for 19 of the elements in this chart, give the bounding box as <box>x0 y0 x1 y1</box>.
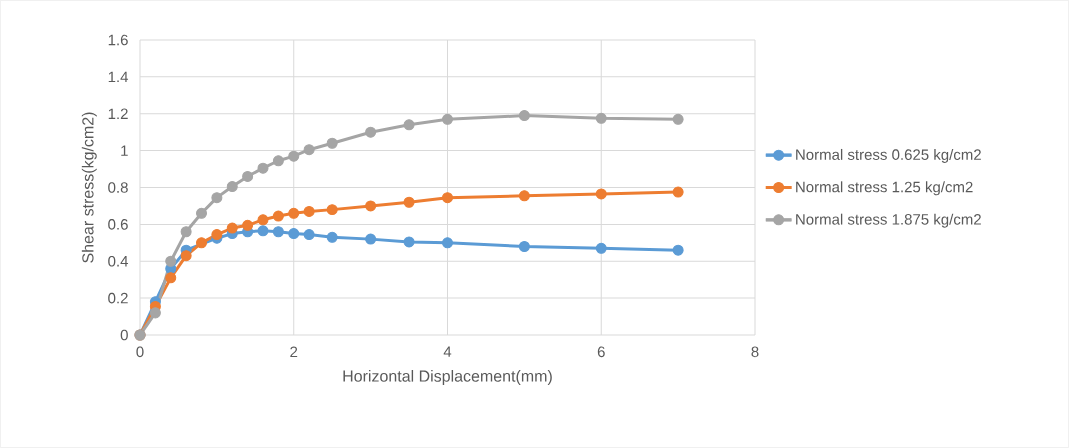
y-tick-label: 0.2 <box>108 292 128 304</box>
legend-label: Normal stress 0.625 kg/cm2 <box>796 148 981 163</box>
y-tick-label: 1.6 <box>108 34 128 46</box>
y-axis-title: Shear stress(kg/cm2) <box>81 112 97 263</box>
legend-label: Normal stress 1.875 kg/cm2 <box>796 213 981 228</box>
x-tick-label: 6 <box>597 346 605 358</box>
y-tick-label: 1.2 <box>108 108 128 119</box>
x-tick-label: 0 <box>136 346 144 358</box>
y-tick-label: 1.4 <box>108 71 129 83</box>
x-tick-label: 2 <box>290 346 298 358</box>
y-tick-label: 0 <box>120 329 128 341</box>
x-tick-label: 4 <box>443 346 452 357</box>
y-tick-label: 0.8 <box>108 182 128 193</box>
legend-label: Normal stress 1.25 kg/cm2 <box>796 181 973 196</box>
y-tick-label: 0.6 <box>108 219 128 230</box>
x-axis-title: Horizontal Displacement(mm) <box>343 370 552 385</box>
x-tick-label: 8 <box>751 346 759 358</box>
y-tick-label: 0.4 <box>108 255 129 267</box>
y-tick-label: 1 <box>121 145 128 156</box>
